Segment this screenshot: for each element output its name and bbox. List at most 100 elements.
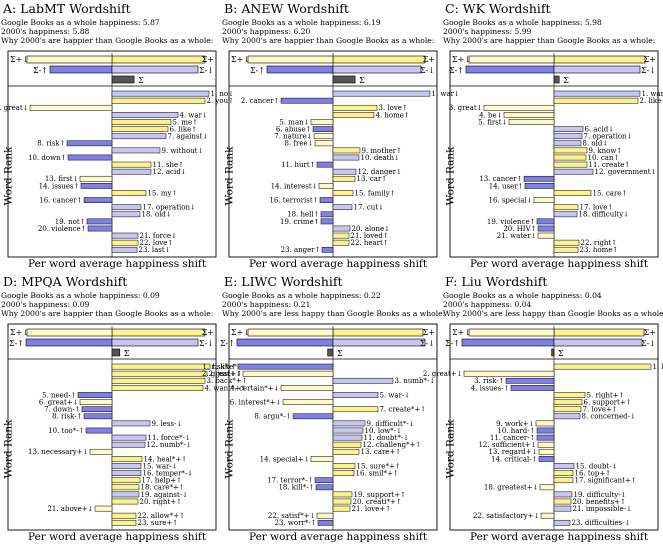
- word-label: 20. HIV↑: [503, 225, 536, 233]
- word-bar: [538, 448, 555, 455]
- word-bar: [111, 246, 138, 253]
- word-bar: [282, 399, 334, 405]
- summary-bar-pos-down: [26, 328, 113, 337]
- word-label: 13. car↑: [357, 175, 388, 183]
- word-bar: [80, 183, 113, 189]
- wordshift-plot: Σ+↓ Σ+ Σ-↑ Σ-↓ Σ 1. war↓ 2. cancer↑ 3. love↑4. …: [228, 50, 460, 258]
- word-label: 16. terrorist↑: [269, 197, 318, 205]
- x-axis-label: Per word average happiness shift: [28, 531, 207, 543]
- summary-bar-pos-down: [26, 55, 113, 64]
- summary-bar-neg-down: [332, 338, 426, 347]
- summary-label-pos-up: Σ+: [202, 328, 214, 337]
- word-label: 9. difficult*-↓: [367, 420, 415, 428]
- word-bar: [332, 427, 364, 434]
- word-label: 14. issues↑: [39, 182, 80, 190]
- word-bar: [553, 498, 572, 505]
- word-bar: [77, 392, 113, 398]
- summary-label-neg-down: Σ-↓: [641, 339, 656, 348]
- word-bar: [89, 448, 113, 455]
- word-bar: [553, 211, 578, 218]
- word-bar: [332, 154, 360, 161]
- subtitle-question: Why 2000's are happier than Google Books…: [443, 36, 656, 45]
- summary-label-total: Σ: [124, 349, 130, 358]
- word-label: 22. love↑: [140, 239, 174, 247]
- word-bar: [321, 246, 334, 253]
- word-label: 15. care↑: [593, 189, 628, 197]
- subtitle-comparison: 2000's happiness: 0.21: [222, 300, 311, 309]
- word-bar: [79, 175, 113, 182]
- word-label: 9. work+↓: [496, 420, 534, 428]
- subtitle-reference: Google Books as a whole happiness: 5.98: [443, 18, 602, 27]
- summary-label-neg-up: Σ-↑: [250, 66, 265, 75]
- word-bar: [553, 406, 582, 413]
- word-label: 12. government↓: [595, 168, 657, 176]
- word-bar: [111, 470, 142, 476]
- word-bar: [508, 119, 555, 125]
- word-bar: [319, 197, 334, 203]
- word-label: 2. like↑: [640, 97, 663, 105]
- word-label: 1. no↓: [211, 90, 235, 98]
- word-label: 6. abuse↑: [276, 126, 312, 134]
- word-label: 4. be↓: [479, 111, 502, 119]
- word-label: 17. love↑: [580, 204, 614, 212]
- word-bar: [553, 246, 579, 253]
- word-label: 19. crime↑: [280, 218, 320, 226]
- word-label: 14. heal*+↑: [144, 455, 188, 463]
- word-label: 21. water↓: [497, 232, 537, 240]
- word-bar: [332, 470, 355, 476]
- word-bar: [553, 190, 592, 196]
- word-label: 15. family↑: [355, 189, 396, 197]
- word-bar: [332, 392, 379, 398]
- summary-bar-neg-up: [25, 338, 113, 347]
- x-axis-label: Per word average happiness shift: [470, 531, 649, 543]
- word-label: 15. sure*+↑: [357, 462, 401, 470]
- word-label: 13. regard+↓: [488, 448, 537, 456]
- word-bar: [553, 204, 579, 211]
- word-label: 22. allow*+↑: [138, 512, 185, 520]
- word-bar: [111, 90, 210, 97]
- word-label: 11. create↑: [589, 161, 631, 169]
- word-label: 2. great+↓: [423, 370, 463, 378]
- word-label: 10. down↑: [28, 154, 66, 162]
- word-bar: [111, 498, 139, 505]
- word-bar: [310, 119, 334, 125]
- word-bar: [316, 512, 334, 519]
- word-bar: [553, 399, 583, 405]
- word-label: 18. difficulty↓: [579, 211, 630, 219]
- word-bar: [280, 97, 334, 104]
- summary-bar-pos-up: [332, 328, 424, 337]
- word-label: 16. smil*+↑: [356, 470, 399, 478]
- subtitle-reference: Google Books as a whole happiness: 6.19: [222, 18, 381, 27]
- word-label: 4. war↓: [180, 111, 208, 119]
- word-bar: [111, 133, 167, 140]
- word-bar: [332, 505, 351, 512]
- word-bar: [483, 104, 555, 111]
- word-bar: [332, 225, 351, 232]
- word-bar: [553, 491, 573, 498]
- word-label: 7. down-↑: [44, 406, 80, 414]
- word-label: 9. without↓: [162, 147, 204, 155]
- subtitle-comparison: 2000's happiness: 5.99: [443, 27, 532, 36]
- word-bar: [312, 126, 334, 132]
- x-axis-label: Per word average happiness shift: [28, 258, 207, 270]
- summary-label-pos-down: Σ+↓: [452, 328, 471, 337]
- word-bar: [313, 133, 334, 140]
- word-label: 11. cancer-↑: [490, 434, 536, 442]
- word-bar: [111, 97, 206, 104]
- word-bar: [111, 434, 147, 441]
- word-bar: [315, 484, 334, 491]
- word-bar: [332, 104, 378, 111]
- word-label: 21. impossible-↓: [573, 505, 632, 513]
- word-bar: [111, 147, 161, 154]
- word-label: 23. sure+↑: [138, 519, 179, 527]
- word-label: 20. right+↑: [140, 498, 182, 506]
- word-label: 2. you↑: [207, 97, 234, 105]
- word-label: 8. argu*-↑: [254, 413, 291, 421]
- word-label: 14. user↑: [489, 182, 524, 190]
- word-bar: [536, 218, 555, 225]
- word-label: 18. old↓: [142, 211, 172, 219]
- word-label: 16. cancer↑: [39, 197, 82, 205]
- x-axis-label: Per word average happiness shift: [249, 531, 428, 543]
- word-bar: [537, 441, 555, 448]
- word-label: 7. create*+↑: [380, 406, 427, 414]
